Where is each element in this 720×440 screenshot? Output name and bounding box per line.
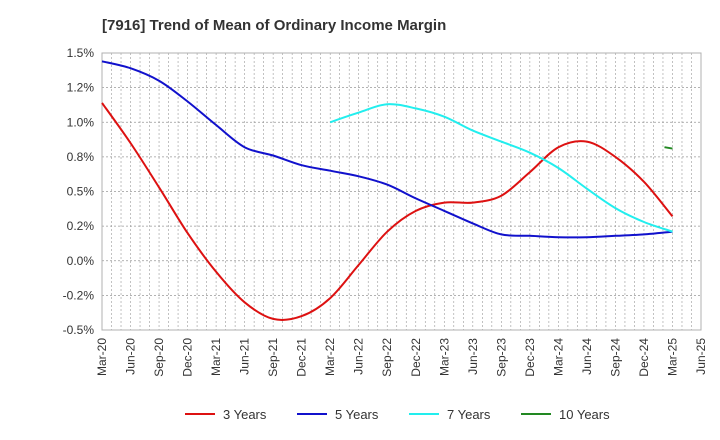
y-tick-label: 0.2% — [67, 219, 95, 233]
y-tick-label: 1.5% — [67, 46, 95, 60]
y-tick-label: 1.2% — [67, 81, 95, 95]
x-tick-label: Sep-20 — [152, 338, 166, 377]
x-tick-label: Jun-25 — [694, 338, 708, 375]
x-tick-label: Dec-20 — [181, 338, 195, 377]
series-layer — [101, 60, 674, 321]
series-line-10-years — [664, 146, 673, 150]
y-tick-label: 0.0% — [67, 254, 95, 268]
x-tick-label: Jun-23 — [466, 338, 480, 375]
legend-label-7-years: 7 Years — [447, 407, 491, 422]
series-line-5-years — [101, 60, 673, 239]
x-tick-label: Dec-23 — [523, 338, 537, 377]
x-tick-label: Jun-20 — [124, 338, 138, 375]
x-tick-label: Mar-25 — [665, 338, 679, 376]
y-axis: 1.5% 1.2% 1.0% 0.8% 0.5% 0.2% 0.0% -0.2% -0.5% — [63, 46, 95, 337]
legend: 3 Years 5 Years 7 Years 10 Years — [185, 407, 610, 422]
x-tick-label: Mar-20 — [95, 338, 109, 376]
x-tick-label: Jun-24 — [580, 338, 594, 375]
x-tick-label: Sep-22 — [380, 338, 394, 377]
chart-title: [7916] Trend of Mean of Ordinary Income … — [102, 17, 446, 34]
x-tick-label: Dec-22 — [409, 338, 423, 377]
x-tick-label: Dec-21 — [295, 338, 309, 377]
x-tick-label: Sep-24 — [608, 338, 622, 377]
x-tick-label: Sep-23 — [494, 338, 508, 377]
y-tick-label: 0.8% — [67, 150, 95, 164]
y-tick-label: 1.0% — [67, 115, 95, 129]
x-tick-label: Mar-21 — [209, 338, 223, 376]
legend-label-10-years: 10 Years — [559, 407, 610, 422]
x-tick-label: Dec-24 — [637, 338, 651, 377]
x-tick-label: Jun-21 — [238, 338, 252, 375]
y-tick-label: 0.5% — [67, 185, 95, 199]
x-tick-label: Mar-23 — [437, 338, 451, 376]
plot-area — [101, 52, 702, 331]
x-tick-label: Mar-24 — [551, 338, 565, 376]
y-tick-label: -0.5% — [63, 323, 95, 337]
x-tick-label: Jun-22 — [352, 338, 366, 375]
legend-label-3-years: 3 Years — [223, 407, 267, 422]
legend-label-5-years: 5 Years — [335, 407, 379, 422]
x-axis: Mar-20 Jun-20 Sep-20 Dec-20 Mar-21 Jun-21 Sep-… — [95, 338, 708, 377]
y-tick-label: -0.2% — [63, 288, 95, 302]
x-tick-label: Mar-22 — [323, 338, 337, 376]
series-line-3-years — [101, 102, 674, 321]
x-tick-label: Sep-21 — [266, 338, 280, 377]
series-line-7-years — [329, 103, 673, 233]
